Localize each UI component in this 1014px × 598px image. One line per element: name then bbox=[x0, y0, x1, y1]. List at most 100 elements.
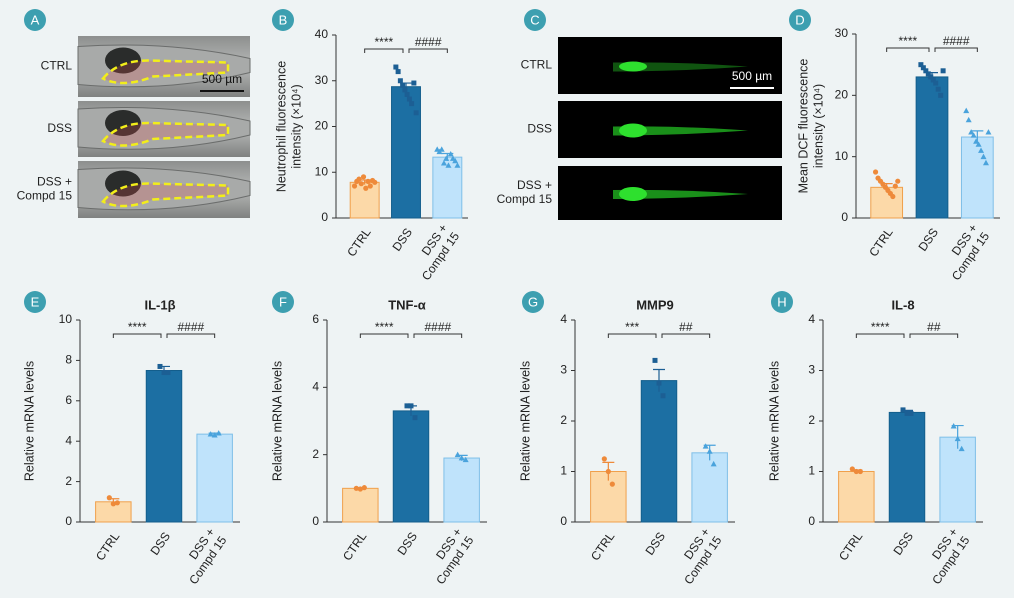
data-point bbox=[110, 501, 116, 507]
data-point bbox=[933, 80, 939, 86]
y-axis-label: Neutrophil fluorescenceintensity (×10⁴) bbox=[275, 61, 304, 192]
data-point bbox=[462, 456, 469, 463]
y-axis-label: Relative mRNA levels bbox=[767, 361, 781, 481]
panel-badge bbox=[272, 9, 294, 31]
data-point bbox=[900, 407, 906, 413]
data-point bbox=[601, 456, 607, 462]
data-point bbox=[207, 431, 214, 437]
bar bbox=[960, 136, 994, 219]
y-tick-label: 3 bbox=[808, 363, 815, 377]
data-point bbox=[402, 87, 408, 93]
x-tick-label: DSS bbox=[890, 530, 916, 558]
eye bbox=[105, 170, 141, 197]
data-point bbox=[970, 132, 977, 138]
data-point bbox=[923, 68, 929, 74]
gut-signal bbox=[619, 123, 647, 138]
x-tick-label: DSS +Compd 15 bbox=[937, 221, 992, 283]
y-tick-label: 20 bbox=[835, 88, 849, 102]
data-point bbox=[106, 495, 112, 501]
larva-signal bbox=[613, 62, 748, 72]
data-point bbox=[215, 430, 222, 436]
data-point bbox=[935, 86, 941, 92]
x-tick-label: DSS bbox=[915, 226, 941, 254]
data-point bbox=[954, 435, 961, 442]
bar bbox=[391, 86, 421, 219]
data-point bbox=[918, 62, 924, 68]
bar bbox=[342, 487, 379, 523]
row-label: DSS bbox=[527, 122, 552, 136]
data-point bbox=[890, 193, 896, 200]
panel-letter: G bbox=[528, 294, 538, 309]
significance-bracket bbox=[413, 333, 463, 338]
larva-signal bbox=[613, 126, 748, 136]
x-tick-label: CTRL bbox=[93, 529, 123, 563]
data-point bbox=[985, 129, 992, 135]
data-point bbox=[440, 160, 447, 166]
data-point bbox=[930, 77, 936, 83]
data-point bbox=[358, 181, 364, 187]
data-point bbox=[363, 185, 369, 191]
data-point bbox=[356, 176, 362, 182]
significance-bracket bbox=[934, 47, 978, 52]
y-tick-label: 0 bbox=[321, 210, 328, 224]
x-tick-label: CTRL bbox=[340, 529, 370, 563]
panel-letter: H bbox=[777, 294, 786, 309]
data-point bbox=[360, 174, 367, 180]
y-axis-label: Relative mRNA levels bbox=[22, 361, 36, 481]
x-tick-label: CTRL bbox=[344, 225, 374, 259]
data-point bbox=[161, 370, 167, 376]
y-tick-label: 0 bbox=[841, 210, 848, 224]
data-point bbox=[365, 178, 371, 184]
significance-label: **** bbox=[374, 35, 393, 49]
scale-bar-label: 500 µm bbox=[202, 72, 242, 86]
data-point bbox=[928, 74, 934, 80]
data-point bbox=[968, 129, 975, 135]
data-point bbox=[652, 357, 658, 363]
y-tick-label: 30 bbox=[315, 73, 329, 87]
data-point bbox=[404, 91, 410, 97]
y-tick-label: 2 bbox=[808, 413, 815, 427]
chart-title: IL-8 bbox=[891, 297, 914, 312]
y-tick-label: 0 bbox=[560, 514, 567, 528]
x-tick-label: DSS +Compd 15 bbox=[407, 221, 462, 283]
y-tick-label: 10 bbox=[835, 149, 849, 163]
significance-label: **** bbox=[128, 320, 147, 334]
data-point bbox=[895, 178, 901, 184]
panel-badge bbox=[524, 9, 546, 31]
data-point bbox=[849, 466, 855, 472]
significance-bracket bbox=[607, 333, 657, 338]
row-label: CTRL bbox=[41, 59, 73, 73]
x-tick-label: CTRL bbox=[866, 225, 896, 259]
significance-bracket bbox=[886, 47, 930, 52]
bar bbox=[443, 457, 480, 523]
bar bbox=[145, 370, 183, 523]
data-point bbox=[458, 455, 465, 461]
panel-letter: D bbox=[795, 12, 804, 27]
data-point bbox=[965, 116, 972, 123]
data-point bbox=[950, 423, 957, 429]
data-point bbox=[609, 481, 615, 487]
eye bbox=[105, 110, 141, 136]
data-point bbox=[445, 162, 452, 168]
data-point bbox=[908, 410, 914, 416]
y-axis-label: Relative mRNA levels bbox=[270, 361, 284, 481]
y-tick-label: 8 bbox=[65, 353, 72, 367]
bar bbox=[888, 411, 926, 523]
data-point bbox=[982, 159, 989, 166]
data-point bbox=[372, 179, 378, 185]
data-point bbox=[412, 415, 418, 421]
significance-label: ## bbox=[927, 320, 941, 334]
row-label: DSS bbox=[47, 121, 72, 135]
bar bbox=[915, 76, 949, 219]
data-point bbox=[406, 96, 412, 102]
data-point bbox=[397, 78, 403, 84]
data-point bbox=[973, 138, 980, 144]
data-point bbox=[114, 500, 120, 506]
x-tick-label: DSS +Compd 15 bbox=[175, 525, 230, 587]
y-tick-label: 0 bbox=[312, 514, 319, 528]
significance-label: #### bbox=[177, 320, 204, 334]
y-tick-label: 1 bbox=[560, 464, 567, 478]
y-tick-label: 20 bbox=[315, 119, 329, 133]
error-bar bbox=[653, 368, 665, 392]
data-point bbox=[958, 445, 965, 452]
